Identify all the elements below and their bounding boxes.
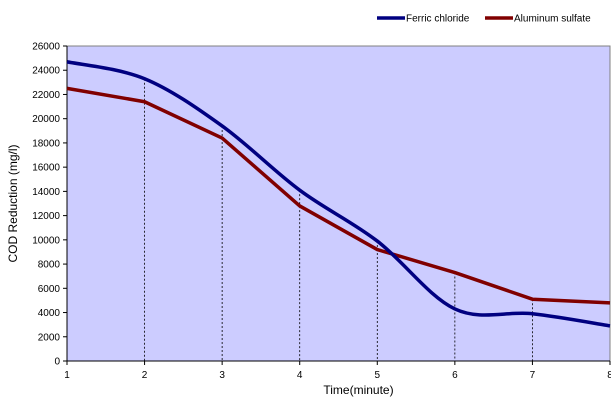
- y-tick-label: 2000: [38, 332, 61, 343]
- x-tick-label: 4: [297, 370, 303, 381]
- legend-label: Ferric chloride: [406, 14, 470, 25]
- y-tick-label: 0: [54, 357, 60, 368]
- y-tick-label: 22000: [32, 90, 60, 101]
- x-tick-label: 6: [452, 370, 458, 381]
- series-layer: [66, 60, 611, 328]
- legend-label: Aluminum sulfate: [514, 14, 591, 25]
- x-axis-title: Time(minute): [323, 383, 393, 397]
- x-tick-label: 8: [607, 370, 611, 381]
- y-tick-label: 18000: [32, 138, 60, 149]
- legend: Ferric chloride Aluminum sulfate: [377, 14, 591, 25]
- y-tick-label: 26000: [32, 42, 60, 53]
- series-line-ferric-chloride: [66, 60, 611, 328]
- x-tick-label: 7: [530, 370, 536, 381]
- y-tick-label: 16000: [32, 163, 60, 174]
- y-tick-label: 12000: [32, 211, 60, 222]
- x-tick-label: 1: [64, 370, 70, 381]
- drop-lines: [144, 78, 533, 361]
- x-tick-label: 5: [375, 370, 381, 381]
- y-tick-label: 24000: [32, 66, 60, 77]
- y-tick-label: 4000: [38, 308, 61, 319]
- y-tick-label: 6000: [38, 284, 61, 295]
- series-line-aluminum-sulfate: [66, 86, 611, 305]
- y-tick-label: 20000: [32, 114, 60, 125]
- axes: 0 2000 4000 6000 8000 10000 12000 14000 16000 180…: [32, 42, 611, 382]
- y-axis-title: COD Reduction (mg/l): [6, 144, 20, 262]
- plot-area: [66, 45, 611, 362]
- y-tick-label: 14000: [32, 187, 60, 198]
- y-tick-label: 10000: [32, 235, 60, 246]
- y-tick-label: 8000: [38, 260, 61, 271]
- x-tick-label: 2: [142, 370, 148, 381]
- x-tick-label: 3: [219, 370, 225, 381]
